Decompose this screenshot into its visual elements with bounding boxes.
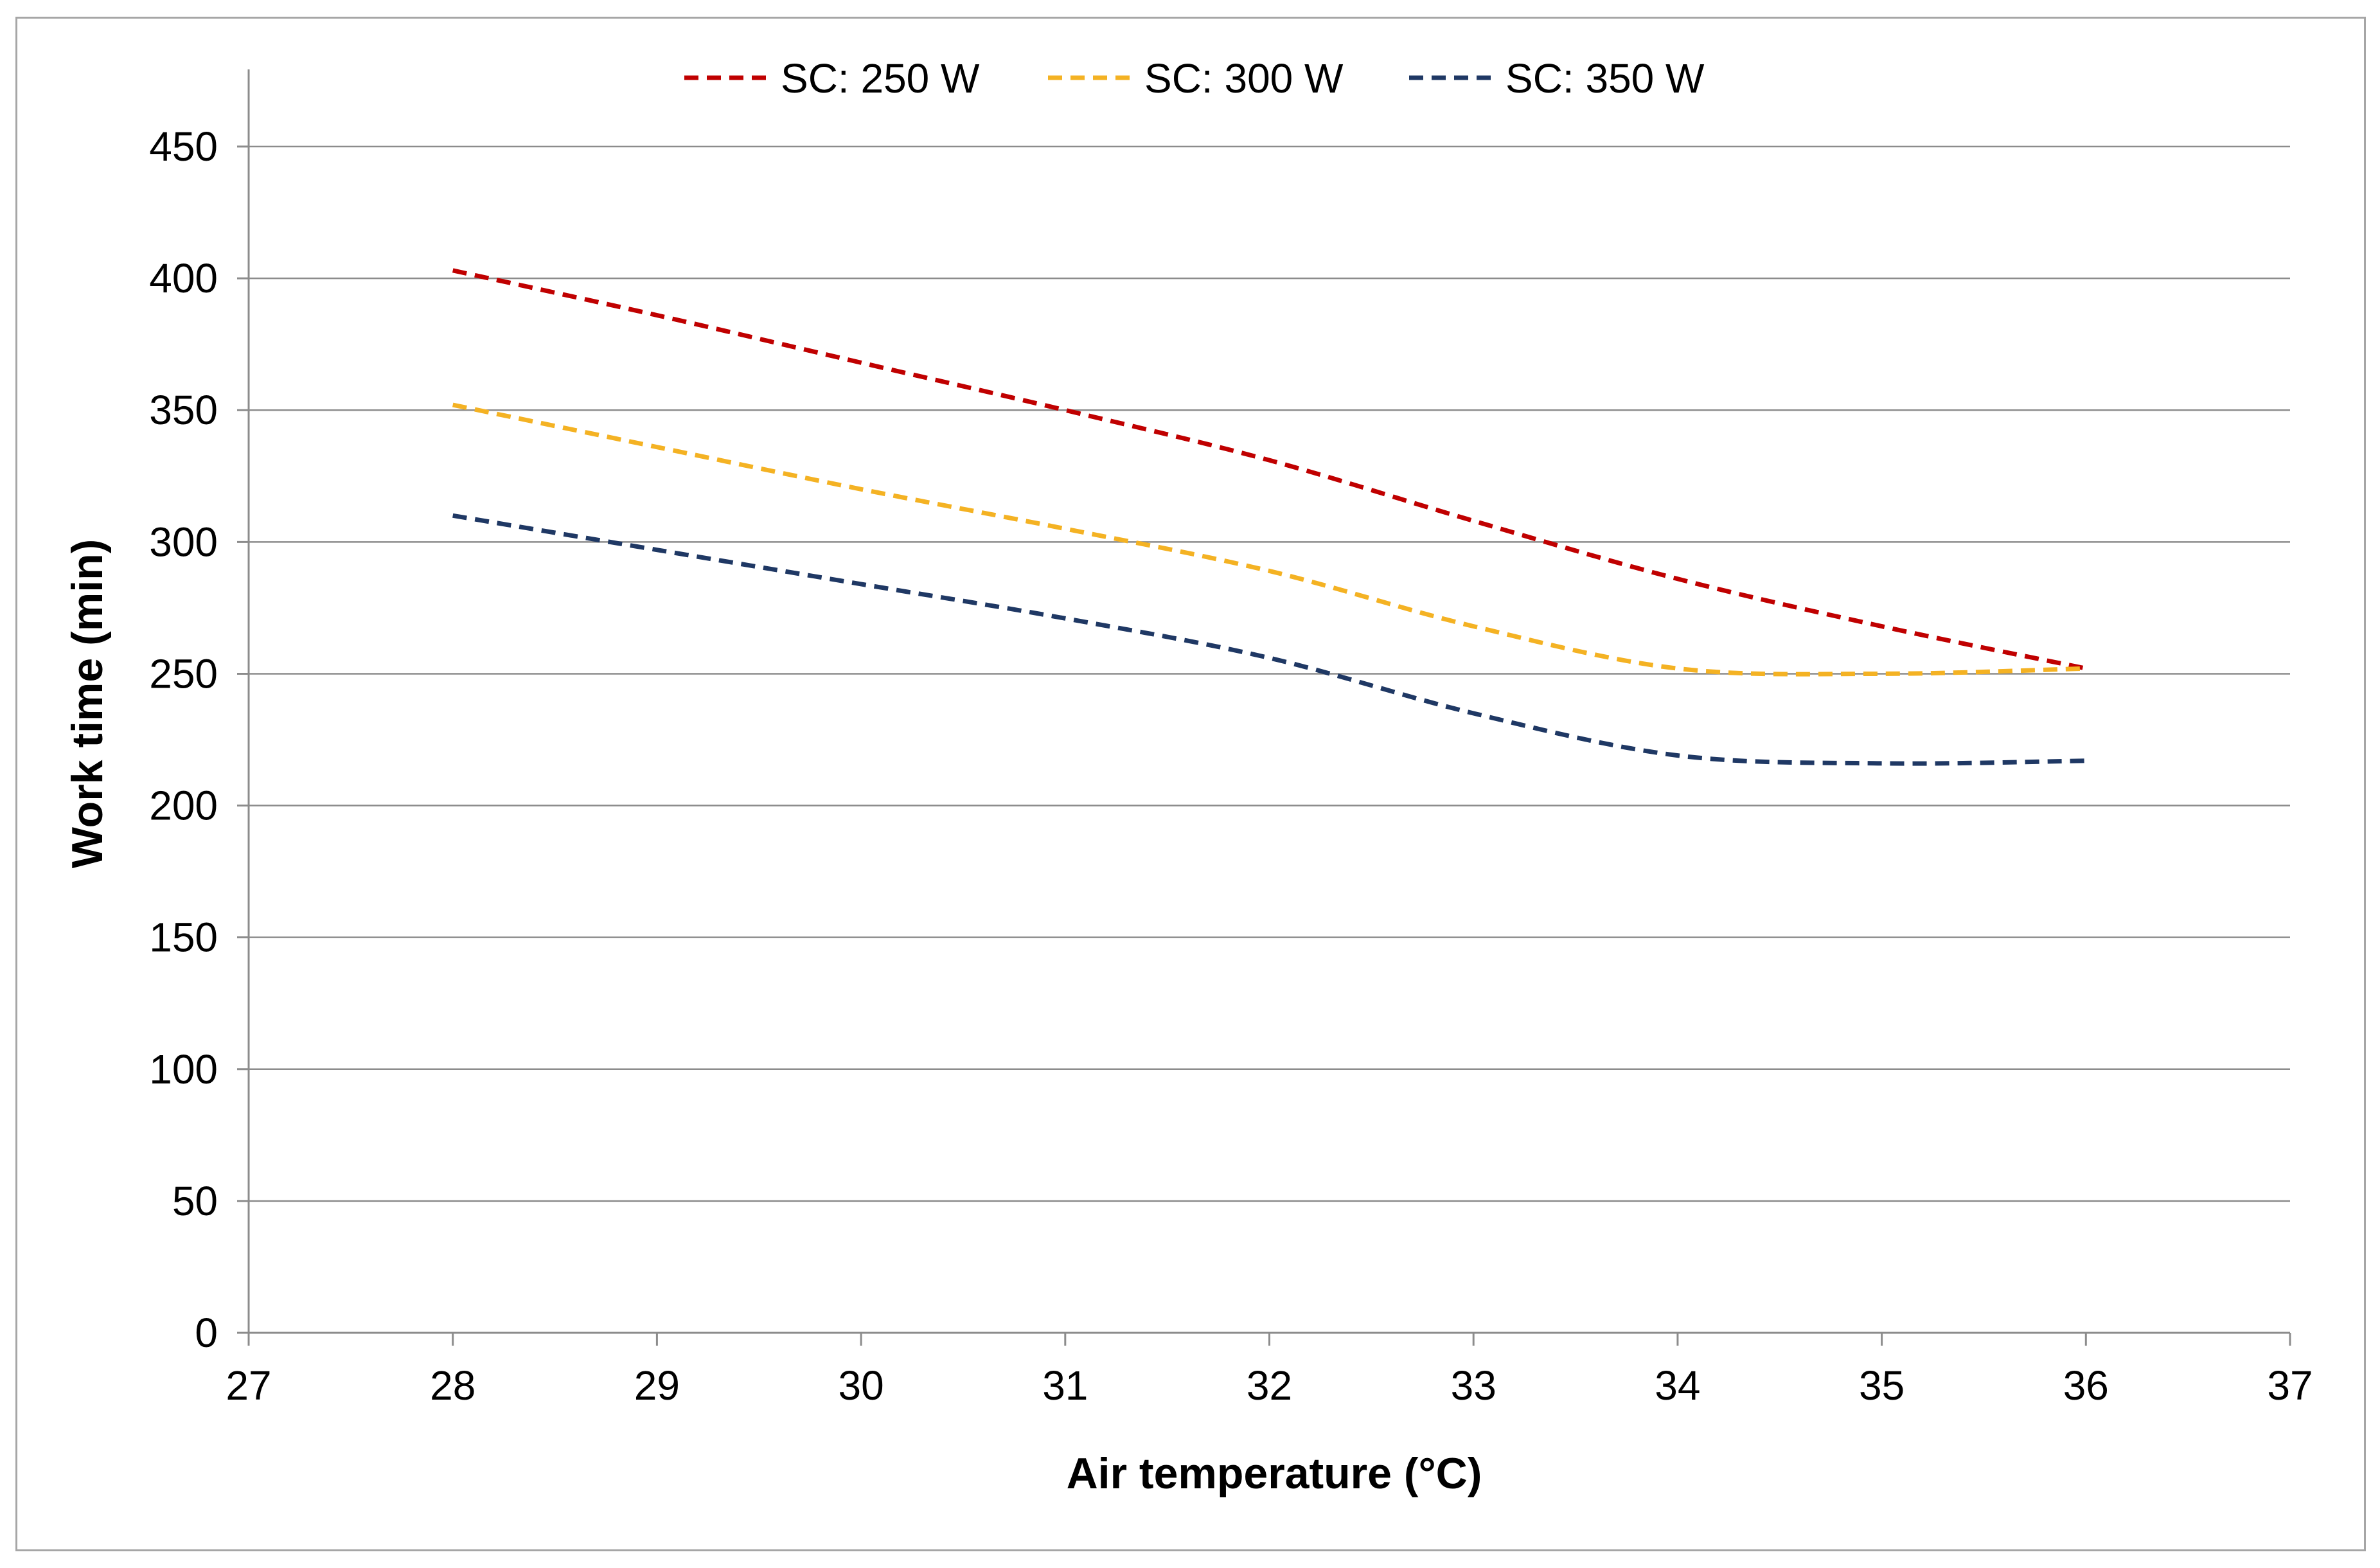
y-tick-label: 400: [149, 255, 218, 301]
x-tick-label: 35: [1859, 1362, 1905, 1409]
x-tick-label: 33: [1451, 1362, 1496, 1409]
y-tick-label: 450: [149, 123, 218, 170]
x-tick-label: 34: [1655, 1362, 1700, 1409]
y-tick-label: 100: [149, 1046, 218, 1092]
x-tick-label: 36: [2063, 1362, 2109, 1409]
y-tick-label: 50: [172, 1178, 218, 1224]
series-line-3: [452, 513, 2086, 766]
x-tick-label: 31: [1042, 1362, 1088, 1409]
x-tick-label: 29: [634, 1362, 680, 1409]
series-line-1: [452, 268, 2087, 671]
series-lines: [452, 268, 2087, 766]
tick-labels: 0 50 100 150 200 250 300 350 400 450 27 28 29 30 31 32 3…: [149, 123, 2313, 1409]
y-tick-label: 200: [149, 783, 218, 829]
x-tick-label: 37: [2267, 1362, 2313, 1409]
x-tick-label: 32: [1247, 1362, 1292, 1409]
line-chart: 0 50 100 150 200 250 300 350 400 450 27 28 29 30 31 32 3…: [63, 55, 2313, 1498]
x-axis-title: Air temperature (°C): [1067, 1449, 1482, 1498]
x-tick-label: 27: [226, 1362, 271, 1409]
legend-label-1: SC: 250 W: [781, 55, 980, 102]
legend-label-2: SC: 300 W: [1144, 55, 1344, 102]
axes: [237, 69, 2291, 1346]
legend-label-3: SC: 350 W: [1505, 55, 1705, 102]
y-tick-label: 0: [195, 1310, 218, 1356]
y-tick-label: 150: [149, 914, 218, 961]
x-tick-label: 28: [430, 1362, 475, 1409]
y-axis-title: Work time (min): [63, 539, 112, 869]
legend: SC: 250 W SC: 300 W SC: 350 W: [684, 55, 1705, 102]
series-line-2: [452, 402, 2086, 677]
gridlines: [249, 145, 2290, 1202]
x-tick-label: 30: [839, 1362, 884, 1409]
y-tick-label: 300: [149, 519, 218, 565]
chart-frame: 0 50 100 150 200 250 300 350 400 450 27 28 29 30 31 32 3…: [15, 17, 2366, 1551]
y-tick-label: 250: [149, 650, 218, 697]
y-tick-label: 350: [149, 387, 218, 433]
